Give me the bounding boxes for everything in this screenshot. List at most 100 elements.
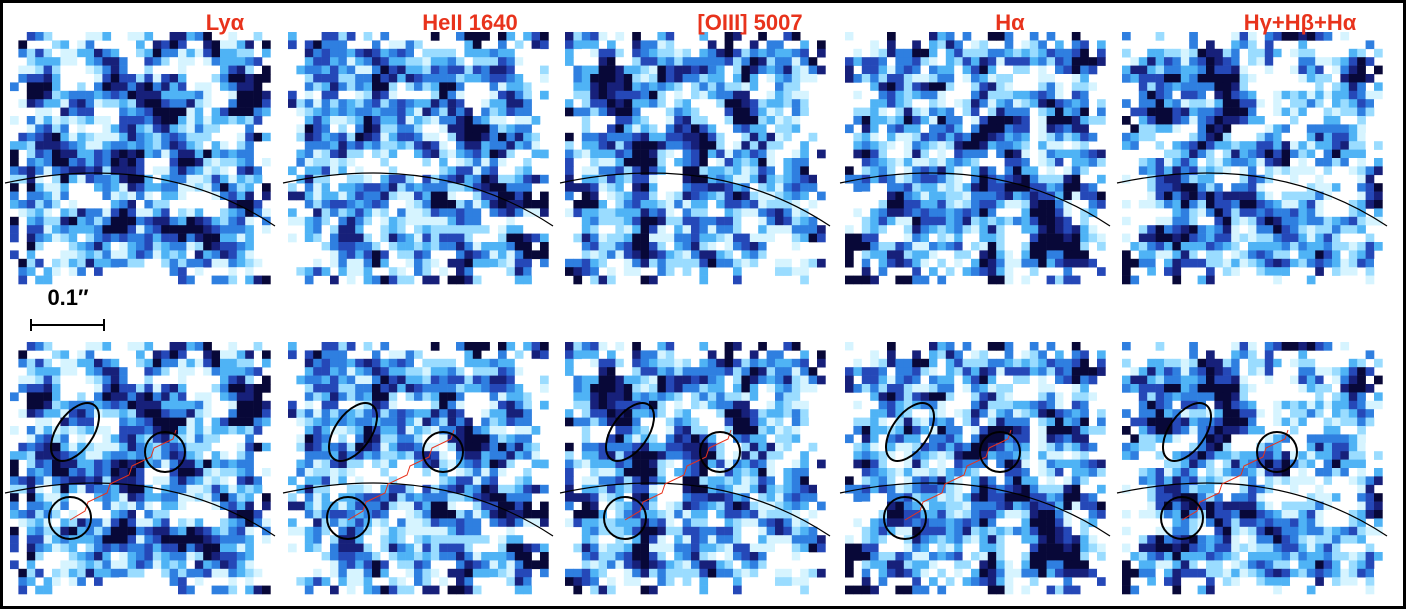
pixel — [733, 409, 742, 418]
pixel — [60, 133, 69, 142]
pixel — [94, 476, 103, 485]
pixel — [52, 158, 61, 167]
pixel — [228, 577, 237, 586]
pixel — [203, 91, 212, 100]
pixel — [60, 276, 69, 285]
pixel — [473, 359, 482, 368]
pixel — [52, 192, 61, 201]
pixel — [212, 108, 221, 117]
pixel — [515, 208, 524, 217]
pixel — [170, 560, 179, 569]
pixel — [262, 66, 271, 75]
pixel — [254, 175, 263, 184]
pixel — [330, 49, 339, 58]
pixel — [582, 518, 591, 527]
pixel — [767, 183, 776, 192]
pixel — [296, 409, 305, 418]
pixel — [615, 502, 624, 511]
pixel — [691, 158, 700, 167]
pixel — [422, 367, 431, 376]
pixel — [641, 99, 650, 108]
pixel — [414, 91, 423, 100]
pixel — [817, 392, 826, 401]
pixel — [473, 175, 482, 184]
pixel — [750, 409, 759, 418]
pixel — [178, 586, 187, 595]
pixel — [128, 166, 137, 175]
pixel — [657, 133, 666, 142]
pixel — [86, 49, 95, 58]
pixel — [783, 150, 792, 159]
pixel — [758, 208, 767, 217]
pixel — [792, 367, 801, 376]
pixel — [699, 259, 708, 268]
pixel — [741, 208, 750, 217]
pixel — [153, 392, 162, 401]
pixel — [473, 384, 482, 393]
pixel — [119, 99, 128, 108]
pixel — [254, 392, 263, 401]
pixel — [490, 66, 499, 75]
pixel — [186, 418, 195, 427]
pixel — [582, 32, 591, 41]
pixel — [783, 502, 792, 511]
pixel — [228, 276, 237, 285]
pixel — [691, 384, 700, 393]
pixel — [741, 49, 750, 58]
pixel — [624, 250, 633, 259]
pixel — [456, 376, 465, 385]
pixel — [347, 527, 356, 536]
pixel — [203, 66, 212, 75]
pixel — [380, 376, 389, 385]
pixel — [490, 141, 499, 150]
pixel — [683, 535, 692, 544]
pixel — [532, 460, 541, 469]
pixel — [683, 544, 692, 553]
pixel — [887, 40, 896, 49]
pixel — [716, 401, 725, 410]
pixel — [481, 485, 490, 494]
pixel — [69, 384, 78, 393]
pixel — [111, 217, 120, 226]
pixel — [347, 510, 356, 519]
pixel — [212, 535, 221, 544]
pixel — [35, 200, 44, 209]
pixel — [632, 544, 641, 553]
pixel — [750, 518, 759, 527]
pixel — [94, 175, 103, 184]
pixel — [389, 158, 398, 167]
pixel — [506, 108, 515, 117]
pixel — [27, 141, 36, 150]
pixel — [364, 166, 373, 175]
pixel — [464, 82, 473, 91]
pixel — [203, 468, 212, 477]
pixel — [490, 409, 499, 418]
pixel — [128, 99, 137, 108]
pixel — [228, 57, 237, 66]
pixel — [540, 577, 549, 586]
pixel — [498, 376, 507, 385]
pixel — [245, 535, 254, 544]
pixel — [69, 250, 78, 259]
pixel — [170, 57, 179, 66]
pixel — [69, 234, 78, 243]
pixel — [615, 74, 624, 83]
pixel — [27, 133, 36, 142]
pixel — [456, 141, 465, 150]
pixel — [456, 409, 465, 418]
pixel — [937, 40, 946, 49]
pixel — [758, 175, 767, 184]
pixel — [389, 141, 398, 150]
pixel — [532, 141, 541, 150]
pixel — [632, 74, 641, 83]
pixel — [313, 535, 322, 544]
pixel — [657, 451, 666, 460]
pixel — [540, 32, 549, 41]
pixel — [347, 502, 356, 511]
pixel — [473, 108, 482, 117]
pixel — [44, 569, 53, 578]
pixel — [725, 569, 734, 578]
pixel — [86, 133, 95, 142]
pixel — [161, 451, 170, 460]
pixel — [800, 443, 809, 452]
